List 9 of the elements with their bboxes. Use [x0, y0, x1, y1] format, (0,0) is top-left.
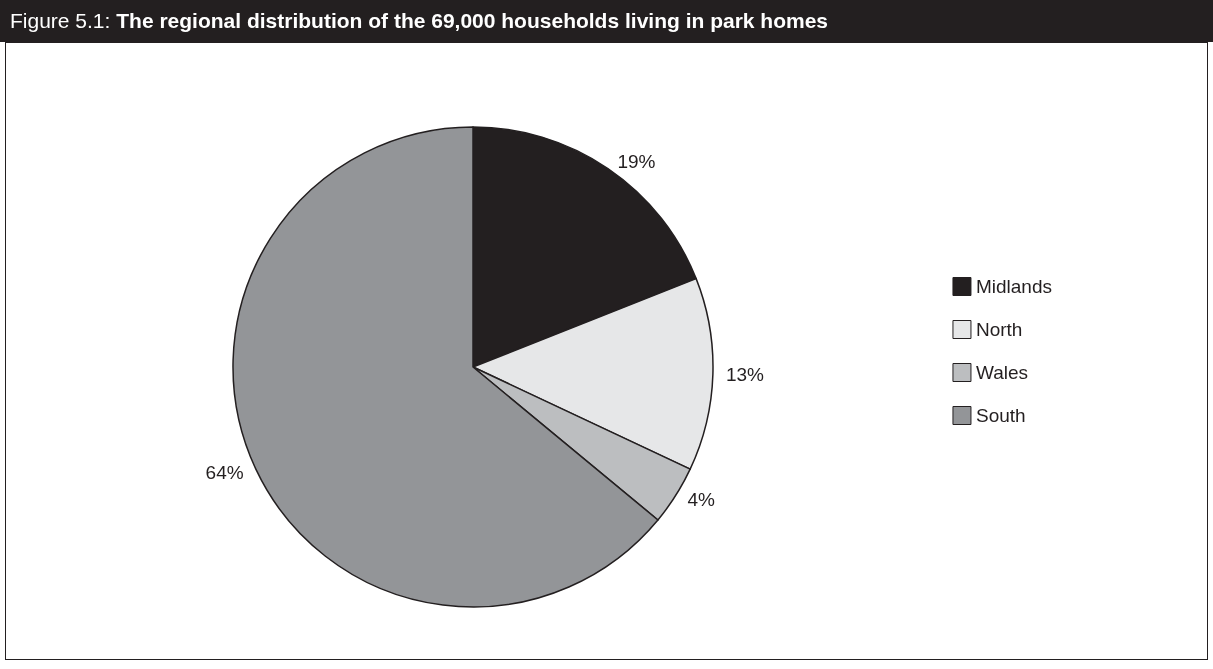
data-label: 64%	[205, 462, 244, 484]
legend-label: Wales	[975, 362, 1029, 383]
data-label: 13%	[725, 364, 765, 386]
legend-label: North	[975, 319, 1023, 340]
legend-label: South	[975, 405, 1026, 426]
data-label: 19%	[617, 151, 656, 173]
chart-title: Figure 5.1: The regional distribution of the 69,000 households living in park homes	[10, 9, 829, 32]
data-label: 4%	[687, 489, 715, 511]
legend-label: Midlands	[975, 276, 1053, 297]
